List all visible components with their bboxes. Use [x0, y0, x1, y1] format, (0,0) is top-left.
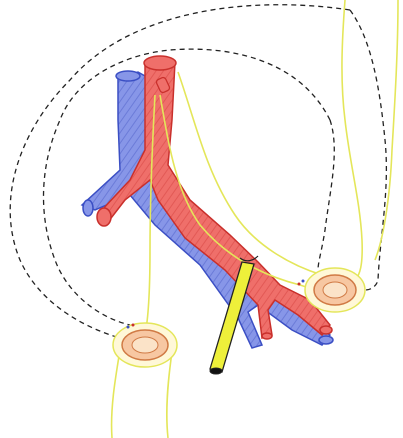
dashed-outline-inner-right [317, 119, 335, 271]
dashed-outline-outer-right [349, 9, 388, 291]
yellow-nerve-lines [110, 0, 399, 438]
dashed-outline-outer [9, 4, 351, 346]
drain-tube [209, 255, 259, 375]
dashed-outline-inner [42, 48, 331, 326]
stoma-ring-right [297, 267, 366, 313]
artery-trunk [96, 55, 333, 340]
stoma-ring-left [112, 322, 178, 368]
